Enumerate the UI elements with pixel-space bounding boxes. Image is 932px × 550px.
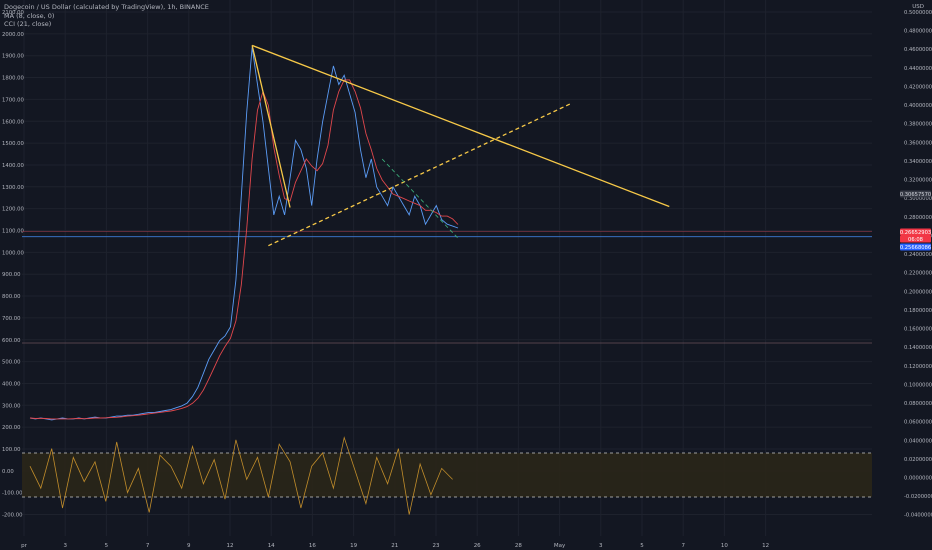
price-badge-label: 06:08	[908, 237, 923, 243]
time-axis-label: 5	[105, 543, 109, 549]
time-axis-label: 21	[391, 543, 398, 549]
time-axis-label: 28	[515, 543, 522, 549]
chart-legend: Dogecoin / US Dollar (calculated by Trad…	[4, 3, 209, 29]
time-axis-label: 3	[63, 543, 67, 549]
time-axis-label: 9	[187, 543, 191, 549]
trendline	[381, 158, 459, 239]
time-axis-label: 7	[146, 543, 150, 549]
left-scale-label: 1100.00	[2, 229, 25, 235]
time-axis-label: 14	[268, 543, 275, 549]
left-scale-label: 500.00	[2, 360, 21, 366]
left-scale-label: 1400.00	[2, 163, 25, 169]
time-axis-label: 10	[721, 543, 728, 549]
left-scale-label: 1900.00	[2, 54, 25, 60]
time-axis-label: 12	[762, 543, 769, 549]
time-axis-label: pr	[21, 543, 27, 549]
left-scale-label: 0.00	[2, 469, 14, 475]
trendline	[268, 102, 573, 247]
ma-indicator-label[interactable]: MA (8, close, 0)	[4, 11, 55, 20]
left-scale-label: 400.00	[2, 381, 21, 387]
left-scale-label: 1700.00	[2, 97, 25, 103]
time-axis-label: 5	[640, 543, 644, 549]
price-badge-label: 0.30657570	[900, 192, 931, 198]
right-scale-unit: USD	[912, 4, 924, 10]
time-axis-label: 23	[433, 543, 440, 549]
price-badge	[900, 243, 931, 251]
time-axis-label: 3	[599, 543, 603, 549]
left-scale-label: 200.00	[2, 425, 21, 431]
left-scale-label: 900.00	[2, 272, 21, 278]
left-scale-label: 700.00	[2, 316, 21, 322]
left-scale-label: 1800.00	[2, 76, 25, 82]
left-scale-label: -200.00	[2, 513, 23, 519]
time-axis-label: May	[554, 543, 566, 549]
time-axis-label: 12	[227, 543, 234, 549]
left-scale-label: 1300.00	[2, 185, 25, 191]
time-axis-label: 16	[309, 543, 316, 549]
symbol-title[interactable]: Dogecoin / US Dollar (calculated by Trad…	[4, 3, 209, 11]
time-axis-label: 19	[350, 543, 357, 549]
left-scale-label: -100.00	[2, 491, 23, 497]
price-badge	[900, 228, 931, 236]
left-scale-label: 2000.00	[2, 32, 25, 38]
price-badge	[900, 235, 931, 243]
left-scale-label: 800.00	[2, 294, 21, 300]
price-badge-label: 0.25668086	[900, 245, 931, 251]
price-badge-label: 0.26652903	[900, 230, 931, 236]
left-scale-label: 2100.00	[2, 10, 25, 16]
left-scale-label: 1600.00	[2, 119, 25, 125]
left-scale-label: 100.00	[2, 447, 21, 453]
ma-series-line	[29, 79, 459, 420]
left-scale-label: 1000.00	[2, 250, 25, 256]
trendline	[251, 45, 291, 208]
right-scale-label: 0.00000000	[904, 476, 932, 482]
left-scale-label: 600.00	[2, 338, 21, 344]
cci-band	[22, 453, 872, 497]
price-series-line	[29, 47, 459, 421]
cci-series-line	[29, 436, 453, 515]
left-scale-label: 300.00	[2, 403, 21, 409]
price-badge	[900, 190, 931, 198]
cci-indicator-label[interactable]: CCI (21, close)	[4, 20, 52, 29]
left-scale-label: 1200.00	[2, 207, 25, 213]
left-scale-label: 1500.00	[2, 141, 25, 147]
trendline	[251, 44, 670, 208]
right-scale-bg	[872, 0, 932, 550]
time-axis-label: 26	[474, 543, 481, 549]
time-axis-label: 7	[681, 543, 685, 549]
